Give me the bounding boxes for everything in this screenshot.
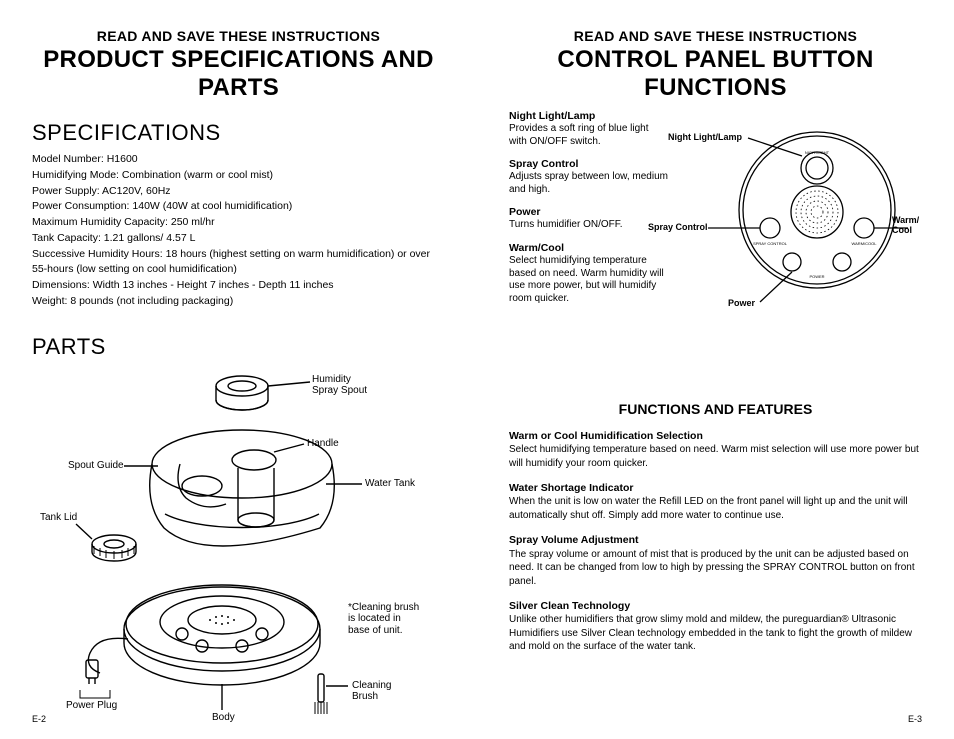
spec-label: Maximum Humidity Capacity:	[32, 216, 168, 228]
cp-item-body: Provides a soft ring of blue light with …	[509, 123, 669, 148]
callout-spout-guide: Spout Guide	[68, 460, 124, 472]
cp-item-heading: Night Light/Lamp	[509, 110, 669, 123]
feature-body: Select humidifying temperature based on …	[509, 443, 922, 470]
feature-body: Unlike other humidifiers that grow slimy…	[509, 613, 922, 654]
feature-list: Warm or Cool Humidification SelectionSel…	[509, 429, 922, 654]
callout-cleaning-brush: CleaningBrush	[352, 680, 391, 703]
title-left: PRODUCT SPECIFICATIONS AND PARTS	[32, 46, 445, 102]
cp-item-heading: Power	[509, 206, 669, 219]
spec-row: Weight: 8 pounds (not including packagin…	[32, 294, 445, 310]
cp-label-night: Night Light/Lamp	[668, 132, 742, 142]
feature-heading: Water Shortage Indicator	[509, 481, 922, 495]
spec-row: Maximum Humidity Capacity: 250 ml/hr	[32, 215, 445, 231]
feature-item: Warm or Cool Humidification SelectionSel…	[509, 429, 922, 470]
callout-power-plug: Power Plug	[66, 700, 117, 712]
feature-item: Water Shortage IndicatorWhen the unit is…	[509, 481, 922, 522]
cp-item: Spray ControlAdjusts spray between low, …	[509, 158, 669, 196]
callout-body: Body	[212, 712, 235, 724]
spec-label: Humidifying Mode:	[32, 169, 119, 181]
callout-water-tank: Water Tank	[365, 478, 415, 490]
spec-row: Successive Humidity Hours: 18 hours (hig…	[32, 247, 445, 279]
page-left: READ AND SAVE THESE INSTRUCTIONS PRODUCT…	[0, 0, 477, 738]
cp-diagram: SPRAY CONTROL WARM/COOL POWER NIGHTLIGHT…	[652, 110, 922, 340]
spec-value: 140W (40W at cool humidification)	[129, 200, 292, 212]
parts-title: PARTS	[32, 334, 445, 360]
overline-right: READ AND SAVE THESE INSTRUCTIONS	[509, 28, 922, 44]
spec-value: AC120V, 60Hz	[100, 185, 171, 197]
spec-row: Power Consumption: 140W (40W at cool hum…	[32, 199, 445, 215]
control-panel-area: Night Light/LampProvides a soft ring of …	[509, 110, 922, 345]
cp-item: Night Light/LampProvides a soft ring of …	[509, 110, 669, 148]
feature-heading: Warm or Cool Humidification Selection	[509, 429, 922, 443]
spec-value: Combination (warm or cool mist)	[119, 169, 273, 181]
feature-body: The spray volume or amount of mist that …	[509, 548, 922, 589]
spec-label: Dimensions:	[32, 279, 90, 291]
cp-item-body: Select humidifying temperature based on …	[509, 255, 669, 305]
cp-text-col: Night Light/LampProvides a soft ring of …	[509, 110, 669, 315]
page-right: READ AND SAVE THESE INSTRUCTIONS CONTROL…	[477, 0, 954, 738]
spec-label: Tank Capacity:	[32, 232, 101, 244]
cp-label-power: Power	[728, 298, 755, 308]
parts-diagram: HumiditySpray Spout Handle Spout Guide W…	[32, 364, 445, 734]
spec-value: H1600	[104, 153, 138, 165]
spec-value: 8 pounds (not including packaging)	[67, 295, 233, 307]
spec-label: Power Consumption:	[32, 200, 129, 212]
specs-title: SPECIFICATIONS	[32, 120, 445, 146]
spec-value: 1.21 gallons/ 4.57 L	[101, 232, 196, 244]
spec-row: Humidifying Mode: Combination (warm or c…	[32, 168, 445, 184]
svg-text:NIGHTLIGHT: NIGHTLIGHT	[805, 150, 830, 155]
overline-left: READ AND SAVE THESE INSTRUCTIONS	[32, 28, 445, 44]
svg-text:SPRAY CONTROL: SPRAY CONTROL	[753, 241, 788, 246]
feature-body: When the unit is low on water the Refill…	[509, 495, 922, 522]
spec-row: Power Supply: AC120V, 60Hz	[32, 184, 445, 200]
spec-label: Successive Humidity Hours:	[32, 248, 163, 260]
feature-item: Silver Clean TechnologyUnlike other humi…	[509, 599, 922, 654]
footer-right: E-3	[908, 714, 922, 724]
cp-item-body: Adjusts spray between low, medium and hi…	[509, 171, 669, 196]
callout-note: *Cleaning brushis located inbase of unit…	[348, 602, 419, 637]
cp-item-body: Turns humidifier ON/OFF.	[509, 219, 669, 232]
cp-item: Warm/CoolSelect humidifying temperature …	[509, 242, 669, 305]
spec-row: Tank Capacity: 1.21 gallons/ 4.57 L	[32, 231, 445, 247]
callout-spray-spout: HumiditySpray Spout	[312, 374, 367, 397]
footer-left: E-2	[32, 714, 46, 724]
feature-heading: Silver Clean Technology	[509, 599, 922, 613]
cp-item-heading: Spray Control	[509, 158, 669, 171]
callout-tank-lid: Tank Lid	[40, 512, 77, 524]
cp-label-warm: Warm/Cool	[892, 216, 919, 236]
feature-item: Spray Volume AdjustmentThe spray volume …	[509, 533, 922, 588]
spec-row: Model Number: H1600	[32, 152, 445, 168]
spec-label: Weight:	[32, 295, 67, 307]
subhead-functions: FUNCTIONS AND FEATURES	[509, 401, 922, 417]
feature-heading: Spray Volume Adjustment	[509, 533, 922, 547]
spec-list: Model Number: H1600Humidifying Mode: Com…	[32, 152, 445, 310]
cp-label-spray: Spray Control	[648, 222, 708, 232]
spec-row: Dimensions: Width 13 inches - Height 7 i…	[32, 278, 445, 294]
callout-handle: Handle	[307, 438, 339, 450]
title-right: CONTROL PANEL BUTTON FUNCTIONS	[509, 46, 922, 102]
spec-value: Width 13 inches - Height 7 inches - Dept…	[90, 279, 334, 291]
parts-svg	[32, 364, 445, 734]
spec-label: Model Number:	[32, 153, 104, 165]
spec-label: Power Supply:	[32, 185, 100, 197]
spec-value: 250 ml/hr	[168, 216, 215, 228]
svg-text:WARM/COOL: WARM/COOL	[852, 241, 878, 246]
cp-item-heading: Warm/Cool	[509, 242, 669, 255]
svg-text:POWER: POWER	[809, 274, 824, 279]
cp-item: PowerTurns humidifier ON/OFF.	[509, 206, 669, 232]
